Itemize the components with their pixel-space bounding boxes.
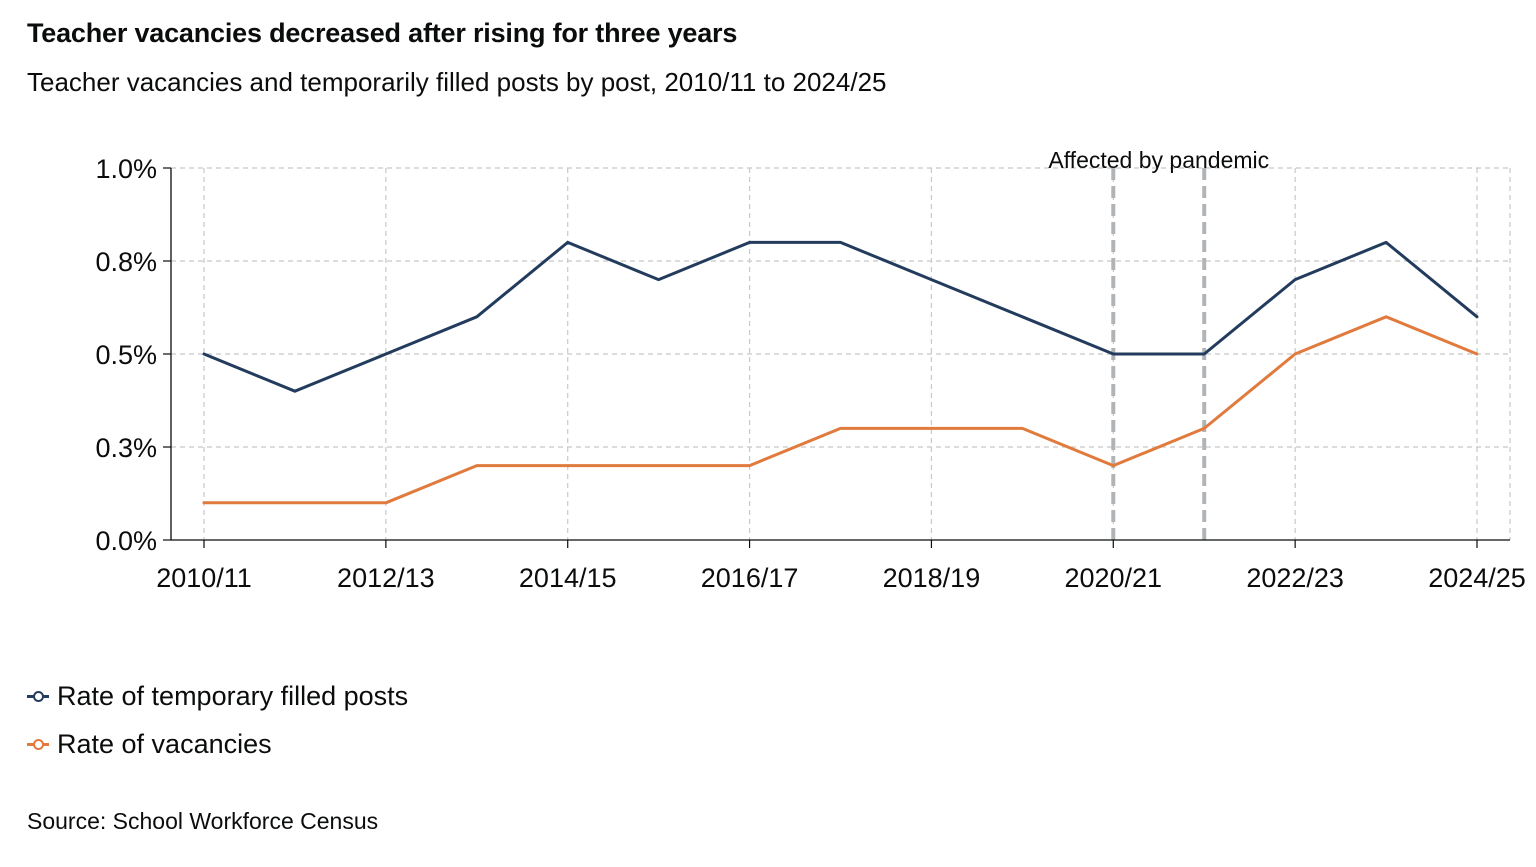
x-tick-label: 2024/25 (1428, 563, 1526, 593)
grid (171, 167, 1511, 540)
series-layer (202, 240, 1479, 505)
legend: Rate of temporary filled posts Rate of v… (27, 672, 408, 768)
annotation-layer: Affected by pandemic (1048, 147, 1269, 540)
chart-title: Teacher vacancies decreased after rising… (27, 18, 738, 48)
y-tick-label: 0.5% (95, 340, 157, 370)
legend-item-vacancies: Rate of vacancies (27, 720, 408, 768)
series-line-0 (202, 240, 1479, 393)
source-note: Source: School Workforce Census (27, 808, 379, 834)
y-tick-label: 0.3% (95, 433, 157, 463)
legend-label-temporary: Rate of temporary filled posts (57, 680, 409, 711)
legend-item-temporary: Rate of temporary filled posts (27, 672, 408, 720)
y-tick-label: 0.0% (95, 526, 157, 556)
series-line-1 (202, 315, 1479, 505)
chart-subtitle: Teacher vacancies and temporarily filled… (27, 67, 887, 97)
legend-swatch-vacancies (27, 736, 49, 752)
y-tick-label: 0.8% (95, 247, 157, 277)
x-tick-label: 2016/17 (701, 563, 799, 593)
x-tick-label: 2022/23 (1246, 563, 1344, 593)
x-tick-label: 2020/21 (1064, 563, 1162, 593)
legend-label-vacancies: Rate of vacancies (57, 728, 272, 759)
legend-swatch-temporary (27, 688, 49, 704)
x-tick-label: 2012/13 (337, 563, 435, 593)
y-tick-label: 1.0% (95, 154, 157, 184)
pandemic-annotation-label: Affected by pandemic (1048, 147, 1269, 173)
x-tick-label: 2010/11 (156, 563, 252, 593)
line-chart: Affected by pandemic 0.0% 0.3% 0.5% 0.8% 1.0… (95, 147, 1525, 593)
x-tick-label: 2014/15 (519, 563, 617, 593)
x-tick-label: 2018/19 (883, 563, 981, 593)
axes: 0.0% 0.3% 0.5% 0.8% 1.0% 2010/11 2012/13 2014/1… (95, 154, 1525, 593)
